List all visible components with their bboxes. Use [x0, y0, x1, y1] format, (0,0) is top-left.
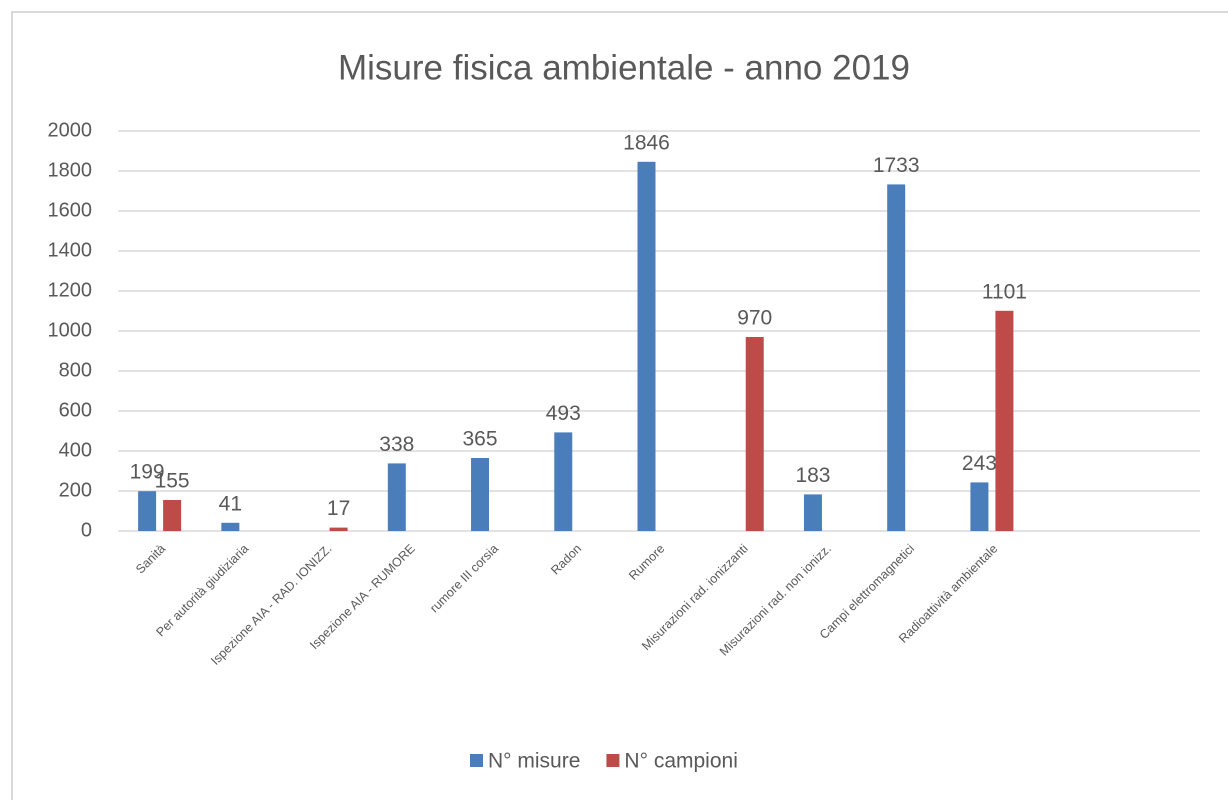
data-label: 243 [962, 452, 997, 475]
legend-swatch [470, 754, 483, 767]
data-label: 17 [327, 497, 350, 520]
y-tick-label: 1200 [48, 279, 93, 301]
bar [887, 184, 906, 531]
y-tick-label: 2000 [48, 119, 93, 141]
bar [554, 432, 573, 531]
bar [803, 494, 822, 531]
bar [221, 522, 240, 531]
data-label: 365 [463, 428, 498, 451]
y-tick-label: 1800 [48, 159, 93, 181]
bar [163, 500, 182, 531]
legend-swatch [606, 754, 620, 767]
y-tick-label: 600 [59, 399, 92, 421]
bar [387, 463, 406, 531]
data-label: 183 [795, 464, 830, 487]
chart-title: Misure fisica ambientale - anno 2019 [338, 48, 910, 87]
bar [138, 491, 157, 531]
data-label: 1846 [623, 131, 670, 154]
bar [995, 310, 1014, 531]
data-label: 1101 [982, 280, 1027, 303]
data-label: 338 [379, 433, 414, 456]
bar [471, 458, 490, 531]
data-label: 493 [546, 402, 581, 425]
y-tick-label: 800 [59, 359, 92, 381]
data-label: 1733 [873, 154, 920, 177]
y-tick-label: 1600 [48, 199, 93, 221]
data-label: 199 [130, 461, 165, 484]
y-tick-label: 200 [59, 479, 92, 501]
data-label: 41 [219, 492, 242, 515]
chart-border [11, 11, 1228, 800]
bar [745, 337, 764, 531]
y-tick-label: 400 [59, 439, 92, 461]
data-label: 155 [155, 470, 190, 493]
legend-label: N° campioni [624, 750, 737, 773]
bar [637, 161, 656, 532]
y-tick-label: 1000 [48, 319, 93, 341]
bar [329, 527, 348, 531]
y-tick-label: 1400 [48, 239, 93, 261]
legend-label: N° misure [488, 750, 580, 773]
y-tick-label: 0 [81, 519, 92, 541]
bar [970, 482, 989, 531]
data-label: 970 [737, 307, 772, 330]
